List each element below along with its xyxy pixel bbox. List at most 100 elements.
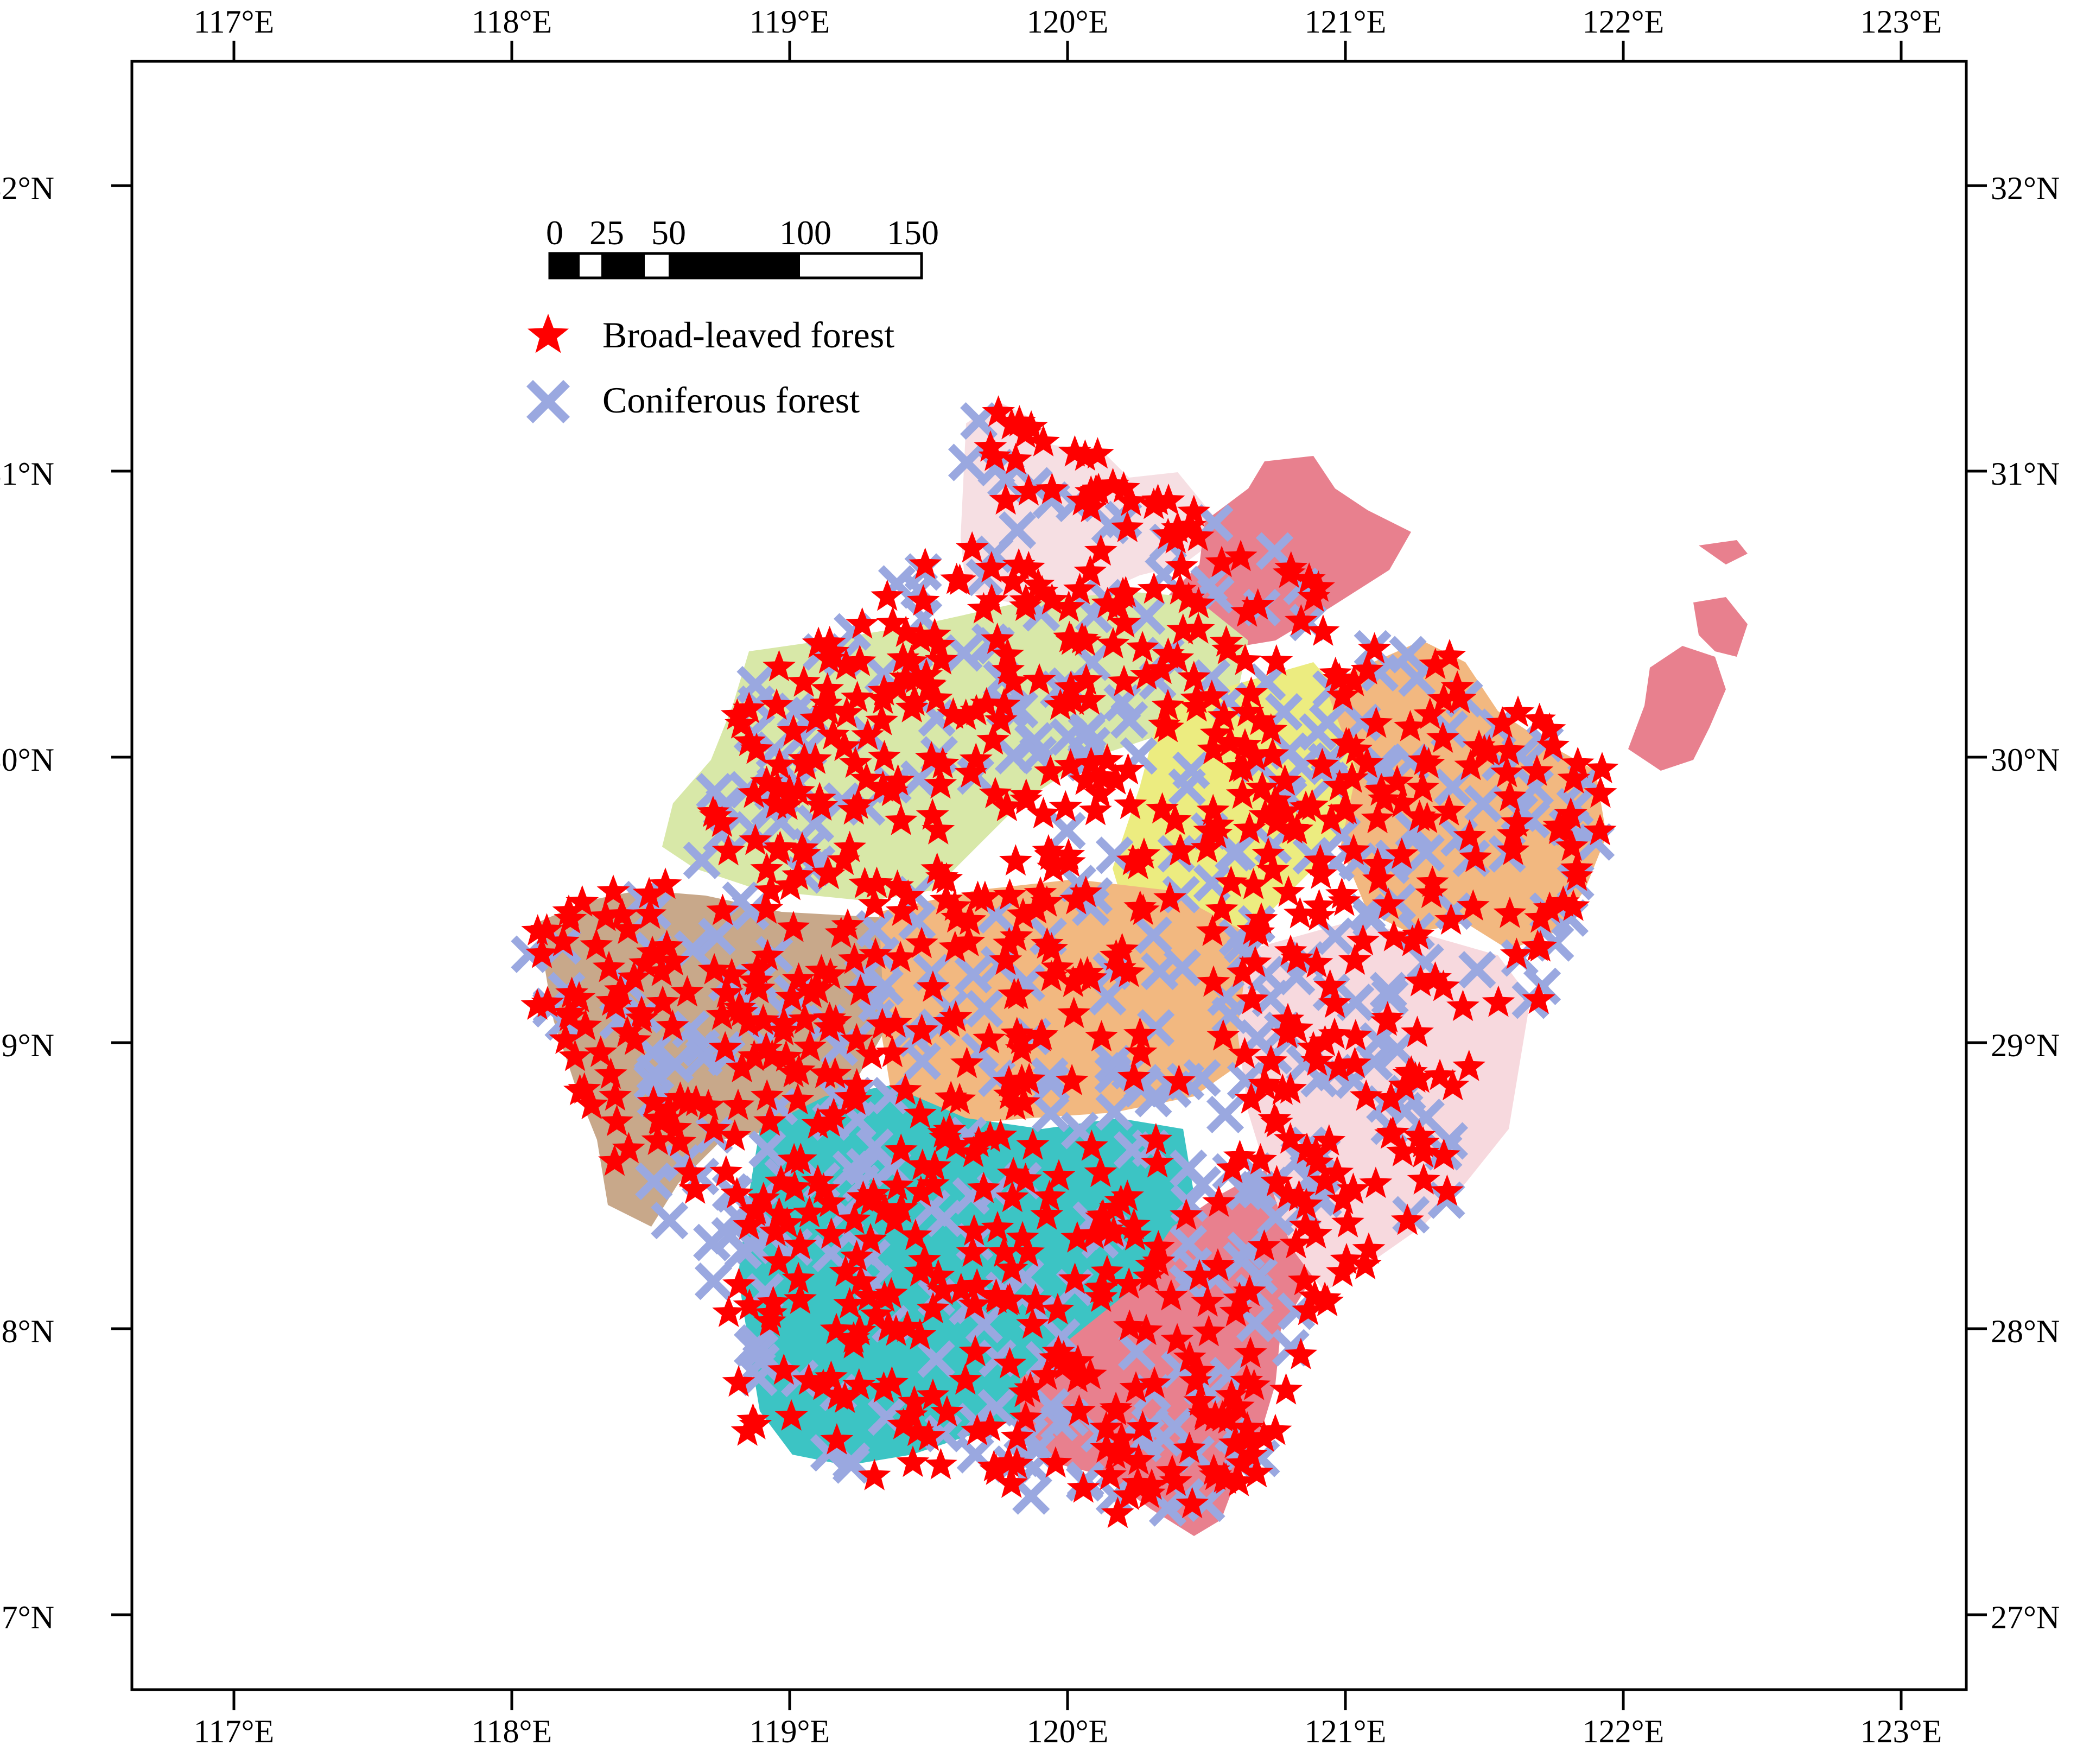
broadleaved-point: [1318, 1017, 1351, 1049]
lon-label-top: 123°E: [1860, 4, 1942, 40]
coniferous-point: [1192, 659, 1231, 697]
broadleaved-point: [656, 944, 690, 976]
broadleaved-point: [1542, 809, 1576, 841]
broadleaved-point: [1322, 1050, 1355, 1082]
broadleaved-point: [1035, 472, 1069, 504]
broadleaved-point: [904, 621, 937, 653]
broadleaved-point: [1096, 627, 1130, 658]
broadleaved-point: [709, 1155, 743, 1186]
broadleaved-point: [1214, 865, 1248, 897]
broadleaved-point: [739, 823, 772, 855]
broadleaved-point: [673, 1156, 707, 1188]
broadleaved-point: [1288, 1209, 1322, 1241]
broadleaved-point: [761, 770, 794, 802]
broadleaved-point: [678, 1172, 712, 1204]
coniferous-point: [1389, 636, 1427, 674]
broadleaved-point: [843, 1314, 876, 1346]
broadleaved-point: [898, 1385, 931, 1417]
broadleaved-point: [846, 607, 879, 639]
broadleaved-point: [1177, 494, 1211, 526]
broadleaved-point: [967, 592, 1000, 624]
broadleaved-point: [875, 1366, 909, 1398]
broadleaved-point: [787, 665, 821, 697]
coniferous-point: [1255, 532, 1294, 570]
broadleaved-point: [1364, 774, 1398, 806]
broadleaved-point: [1123, 1017, 1157, 1049]
broadleaved-point: [1177, 661, 1211, 692]
broadleaved-point: [933, 1005, 967, 1037]
broadleaved-point: [1114, 788, 1147, 820]
lon-label-top: 122°E: [1583, 4, 1665, 40]
broadleaved-point: [1221, 1389, 1255, 1422]
broadleaved-point: [555, 976, 588, 1008]
broadleaved-point: [978, 440, 1012, 471]
broadleaved-point: [1219, 1295, 1253, 1327]
broadleaved-point: [977, 1450, 1011, 1482]
broadleaved-point: [866, 1007, 899, 1039]
broadleaved-point: [1014, 410, 1048, 442]
broadleaved-point: [775, 980, 809, 1012]
broadleaved-point: [1068, 439, 1102, 471]
broadleaved-point: [799, 702, 833, 733]
broadleaved-point: [974, 1410, 1007, 1442]
broadleaved-point: [912, 1419, 945, 1451]
broadleaved-point: [1180, 690, 1214, 722]
broadleaved-point: [722, 1365, 755, 1397]
broadleaved-point: [1197, 965, 1230, 997]
broadleaved-point: [1039, 1446, 1072, 1478]
broadleaved-point: [740, 732, 773, 764]
broadleaved-point: [949, 699, 983, 730]
broadleaved-point: [632, 877, 666, 909]
coniferous-point: [945, 634, 983, 672]
broadleaved-point: [1247, 1420, 1281, 1452]
broadleaved-point: [767, 1006, 801, 1038]
broadleaved-point: [916, 798, 949, 830]
broadleaved-point: [753, 1104, 786, 1136]
lon-label-bottom: 122°E: [1583, 1714, 1665, 1749]
broadleaved-point: [894, 1398, 928, 1430]
broadleaved-point: [830, 696, 863, 728]
broadleaved-point: [1024, 1020, 1057, 1051]
broadleaved-point: [899, 662, 932, 694]
coniferous-point: [1031, 1057, 1069, 1095]
lon-label-top: 118°E: [472, 4, 552, 40]
coniferous-point: [738, 1324, 776, 1362]
broadleaved-point: [1084, 1156, 1117, 1188]
broadleaved-point: [1386, 786, 1419, 818]
broadleaved-point: [750, 1032, 783, 1064]
broadleaved-point: [1054, 670, 1088, 702]
broadleaved-point: [1492, 733, 1526, 765]
broadleaved-point: [837, 942, 871, 974]
broadleaved-point: [580, 928, 613, 960]
broadleaved-point: [1099, 763, 1133, 795]
broadleaved-point: [1107, 471, 1140, 503]
broadleaved-point: [725, 1051, 759, 1083]
broadleaved-point: [1237, 868, 1270, 899]
broadleaved-point: [895, 691, 929, 722]
coniferous-point: [1163, 949, 1202, 987]
broadleaved-point: [599, 1079, 632, 1111]
coniferous-point: [1183, 1166, 1222, 1204]
broadleaved-point: [1337, 1172, 1370, 1204]
broadleaved-point: [999, 1088, 1032, 1120]
broadleaved-point: [922, 1259, 955, 1291]
broadleaved-point: [896, 1445, 930, 1477]
region-zhoushan-north: [1699, 540, 1748, 564]
coniferous-point: [1464, 785, 1502, 823]
broadleaved-point: [774, 1399, 808, 1431]
broadleaved-point: [618, 1023, 651, 1055]
broadleaved-point: [1224, 540, 1257, 572]
broadleaved-point: [1371, 887, 1405, 919]
broadleaved-point: [812, 694, 846, 726]
coniferous-point: [1337, 983, 1375, 1021]
broadleaved-point: [1107, 664, 1141, 696]
broadleaved-point: [868, 740, 901, 772]
broadleaved-point: [1536, 729, 1570, 760]
broadleaved-point: [1074, 746, 1108, 778]
broadleaved-point: [1423, 1058, 1457, 1090]
broadleaved-point: [1048, 1348, 1082, 1380]
broadleaved-point: [1419, 961, 1452, 993]
broadleaved-point: [993, 927, 1026, 959]
broadleaved-point: [1433, 639, 1466, 670]
coniferous-point: [1048, 811, 1086, 850]
